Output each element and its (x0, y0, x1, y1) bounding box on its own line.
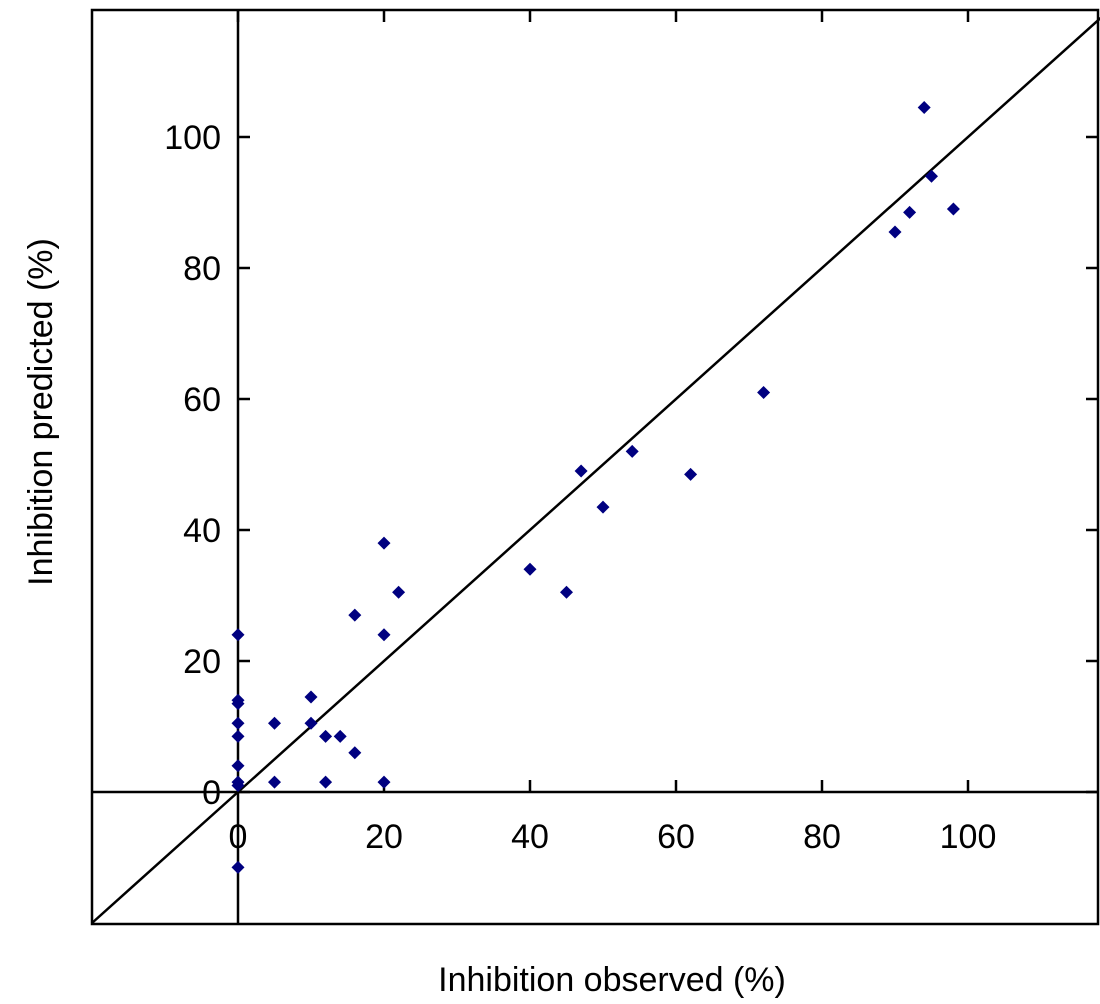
data-point (625, 444, 639, 458)
data-point (231, 860, 245, 874)
data-point (231, 759, 245, 773)
data-point (268, 775, 281, 789)
data-point (231, 729, 245, 743)
data-point (348, 746, 362, 760)
y-tick-label: 0 (202, 774, 221, 812)
x-tick-label: 40 (511, 818, 549, 856)
data-point (231, 778, 245, 792)
ticks-layer: 0 20 40 60 80 100 0 20 40 60 80 100 (164, 10, 1098, 856)
data-point (925, 169, 938, 183)
data-point (596, 500, 610, 514)
points-layer (231, 101, 960, 874)
y-tick-label: 20 (183, 643, 221, 681)
y-axis-title: Inhibition predicted (%) (22, 238, 60, 586)
data-point (684, 467, 698, 481)
data-point (377, 536, 391, 550)
data-point (392, 585, 406, 599)
data-point (333, 729, 347, 743)
data-point (231, 697, 245, 711)
data-point (268, 716, 281, 730)
data-point (560, 585, 573, 599)
data-point (304, 716, 318, 730)
x-tick-label: 80 (803, 818, 841, 856)
data-point (231, 716, 245, 730)
data-point (903, 205, 917, 219)
plot-frame (90, 8, 1100, 926)
data-point (946, 202, 960, 216)
y-tick-label: 100 (164, 119, 221, 157)
data-point (231, 628, 245, 642)
data-point (377, 775, 391, 789)
y-tick-label: 80 (183, 250, 221, 288)
x-tick-label: 100 (940, 818, 997, 856)
x-axis-title: Inhibition observed (%) (438, 961, 786, 999)
identity-line (91, 16, 1100, 924)
x-tick-label: 20 (365, 818, 403, 856)
data-point (888, 225, 902, 239)
x-tick-label: 60 (657, 818, 695, 856)
data-point (319, 729, 333, 743)
data-point (319, 775, 333, 789)
y-tick-label: 40 (183, 512, 221, 550)
data-point (757, 385, 771, 399)
y-tick-label: 60 (183, 381, 221, 419)
data-point (523, 562, 537, 576)
data-point (574, 464, 588, 478)
data-point (304, 690, 318, 704)
data-point (917, 101, 931, 115)
data-point (348, 608, 362, 622)
data-point (377, 628, 391, 642)
x-tick-label: 0 (229, 818, 248, 856)
